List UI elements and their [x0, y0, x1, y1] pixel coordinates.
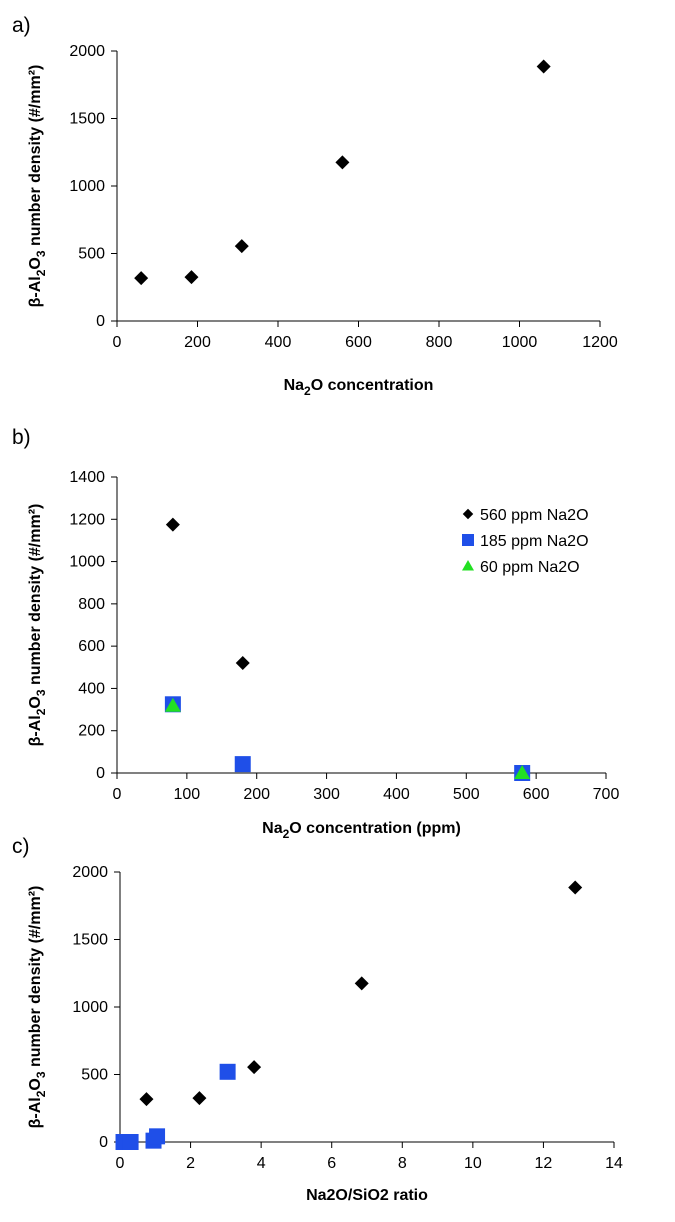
- y-axis-title-b: β-Al2O3 number density (#/mm²): [27, 504, 48, 747]
- data-point-c-diamond: [139, 1092, 154, 1107]
- y-tick-label-c: 0: [99, 1134, 108, 1151]
- data-point-c-square: [122, 1134, 139, 1150]
- data-point-c-diamond: [247, 1060, 262, 1075]
- x-tick-label-b: 400: [383, 786, 410, 803]
- y-tick-label-c: 2000: [72, 864, 108, 881]
- data-point-c-diamond: [354, 976, 369, 991]
- data-point-b-diamond: [165, 517, 180, 532]
- y-tick-label-b: 600: [78, 638, 105, 655]
- data-point-c-diamond: [192, 1091, 207, 1106]
- data-point-c-diamond: [568, 880, 583, 895]
- x-tick-label-c: 8: [398, 1155, 407, 1172]
- x-axis-title-b: Na2O concentration (ppm): [262, 820, 461, 841]
- legend-marker-square: [462, 534, 474, 546]
- panel-label-b: b): [12, 426, 31, 449]
- x-tick-label-a: 1200: [582, 334, 618, 351]
- x-tick-label-b: 100: [174, 786, 201, 803]
- y-tick-label-b: 1000: [69, 554, 105, 571]
- x-tick-label-c: 12: [535, 1155, 553, 1172]
- y-tick-label-a: 1000: [69, 178, 105, 195]
- data-point-a-diamond: [536, 59, 551, 74]
- legend-marker-triangle: [462, 560, 474, 571]
- y-tick-label-b: 400: [78, 680, 105, 697]
- x-tick-label-c: 2: [186, 1155, 195, 1172]
- data-point-b-triangle: [164, 697, 181, 712]
- x-tick-label-c: 6: [327, 1155, 336, 1172]
- legend-marker-diamond: [462, 508, 474, 520]
- data-point-a-diamond: [234, 239, 249, 254]
- legend-label-diamond: 560 ppm Na2O: [480, 507, 589, 524]
- x-tick-label-a: 0: [113, 334, 122, 351]
- y-tick-label-b: 200: [78, 723, 105, 740]
- y-tick-label-c: 500: [81, 1067, 108, 1084]
- x-tick-label-b: 700: [593, 786, 620, 803]
- x-tick-label-c: 0: [116, 1155, 125, 1172]
- x-tick-label-a: 800: [426, 334, 453, 351]
- x-tick-label-a: 400: [265, 334, 292, 351]
- data-point-a-diamond: [184, 270, 199, 285]
- y-tick-label-c: 1000: [72, 999, 108, 1016]
- x-tick-label-a: 600: [345, 334, 372, 351]
- y-tick-label-a: 0: [96, 313, 105, 330]
- x-tick-label-b: 0: [113, 786, 122, 803]
- data-point-c-square: [149, 1128, 166, 1145]
- y-tick-label-a: 500: [78, 246, 105, 263]
- x-tick-label-a: 1000: [502, 334, 538, 351]
- panel-label-c: c): [12, 835, 30, 858]
- y-tick-label-a: 1500: [69, 111, 105, 128]
- data-point-b-triangle: [514, 765, 531, 779]
- x-tick-label-c: 14: [605, 1155, 623, 1172]
- x-axis-title-c: Na2O/SiO2 ratio: [306, 1187, 428, 1204]
- x-tick-label-a: 200: [184, 334, 211, 351]
- y-axis-title-a: β-Al2O3 number density (#/mm²): [27, 65, 48, 308]
- x-tick-label-b: 500: [453, 786, 480, 803]
- x-tick-label-b: 300: [313, 786, 340, 803]
- y-axis-title-c: β-Al2O3 number density (#/mm²): [27, 886, 48, 1129]
- data-point-b-square: [234, 756, 251, 773]
- y-tick-label-b: 800: [78, 596, 105, 613]
- panel-label-a: a): [12, 14, 31, 37]
- legend-label-triangle: 60 ppm Na2O: [480, 559, 580, 576]
- data-point-a-diamond: [134, 271, 149, 286]
- y-tick-label-b: 0: [96, 765, 105, 782]
- y-tick-label-c: 1500: [72, 932, 108, 949]
- legend-label-square: 185 ppm Na2O: [480, 533, 589, 550]
- data-point-a-diamond: [335, 155, 350, 170]
- y-tick-label-b: 1200: [69, 511, 105, 528]
- data-point-b-diamond: [235, 656, 250, 671]
- y-tick-label-a: 2000: [69, 43, 105, 60]
- y-tick-label-b: 1400: [69, 469, 105, 486]
- data-point-c-square: [219, 1063, 236, 1080]
- x-tick-label-c: 4: [257, 1155, 266, 1172]
- x-tick-label-b: 600: [523, 786, 550, 803]
- x-tick-label-b: 200: [243, 786, 270, 803]
- x-axis-title-a: Na2O concentration: [284, 377, 434, 398]
- x-tick-label-c: 10: [464, 1155, 482, 1172]
